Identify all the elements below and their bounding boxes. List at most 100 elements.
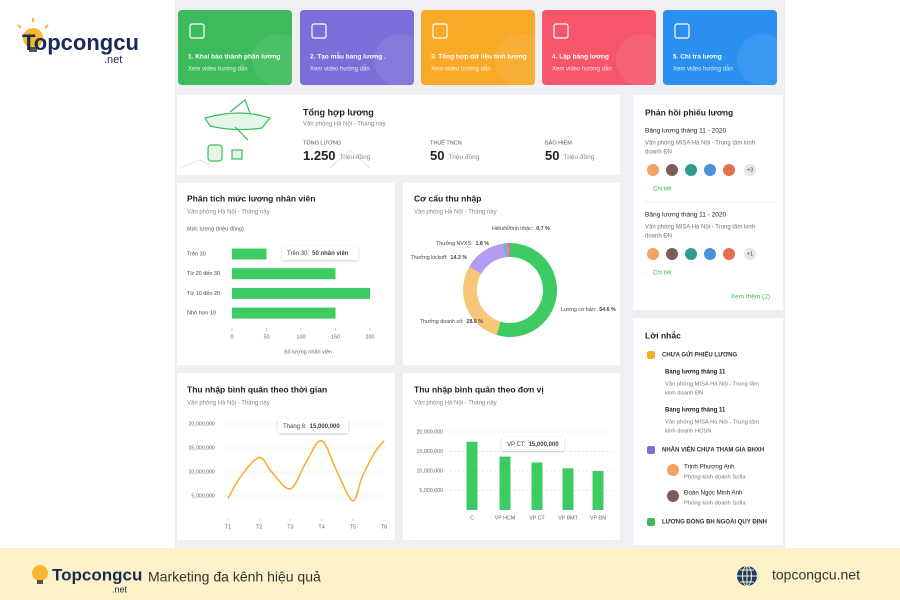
logo-icon [17, 18, 49, 52]
tooltip-box [278, 419, 348, 433]
card-title: 4. Lập bảng lương [552, 54, 609, 61]
x-tick-label: 150 [331, 334, 340, 340]
tooltip-label: Tháng 8: [283, 424, 307, 430]
bar [531, 462, 543, 510]
tooltip-box [502, 437, 564, 451]
metric-label: THUẾ TNCN [430, 139, 462, 146]
x-tick-label: T2 [256, 524, 262, 530]
card-title: 1. Khai báo thành phần lương [188, 52, 280, 61]
donut-slice [496, 243, 557, 337]
category-label: Trên 30 [187, 251, 206, 257]
slice-label: Thưởng kickoff: 14.3 % [411, 254, 468, 261]
slice-label-label: Thưởng NVXS: [436, 240, 472, 247]
x-tick-label: 50 [263, 334, 269, 340]
chart-title: Cơ cấu thu nhập [414, 193, 481, 203]
chart-title: Phân tích mức lương nhân viên [187, 193, 315, 203]
card-title: 5. Chi trả lương [673, 54, 722, 61]
detail-link[interactable]: Chi tiết [653, 271, 672, 277]
tooltip-value: 50 nhân viên [312, 251, 349, 257]
card-link: Xem video hướng dẫn [673, 66, 733, 73]
reminder-item-line: kinh doanh ĐN [665, 391, 703, 397]
summary-title: Tổng hợp lương [303, 107, 374, 117]
card-icon [189, 23, 205, 39]
slice-label-value: 28.6 % [467, 319, 484, 325]
card-link: Xem video hướng dẫn [188, 66, 248, 73]
category-label: Nhỏ hơn 10 [187, 310, 216, 317]
x-tick-label: VP BMT [558, 515, 578, 521]
card-icon [553, 23, 569, 39]
metric-unit: Triệu đồng [563, 152, 594, 161]
bar [232, 287, 370, 299]
tooltip-box [282, 246, 358, 260]
slice-label-value: 14.3 % [451, 255, 468, 261]
card [178, 10, 292, 85]
footer-site: topcongcu.net [772, 567, 860, 583]
card-icon [311, 23, 327, 39]
metric-unit: Triệu đồng [448, 152, 479, 161]
tooltip-value: 15,000,000 [529, 442, 560, 448]
slice-label: Thưởng NVXS: 1.8 % [436, 240, 489, 247]
category-label: Từ 10 đến 20 [187, 291, 220, 297]
reminder-item-title: Bảng lương tháng 11 [665, 408, 726, 414]
card-link: Xem video hướng dẫn [431, 66, 491, 73]
section-icon [647, 518, 655, 526]
metric-label: BẢO HIỂM [545, 139, 572, 146]
card-icon [432, 23, 448, 39]
plane-illustration [179, 99, 371, 169]
donut-slice [463, 266, 501, 336]
chart-title: Thu nhập bình quân theo thời gian [187, 384, 327, 394]
slice-label: Thưởng doanh số: 28.6 % [420, 318, 484, 325]
metric: 50 Triệu đồng [430, 148, 480, 163]
reminder-item-line: Văn phòng MISA Hà Nội - Trung tâm [665, 420, 759, 426]
tooltip-label: VP CT: [507, 442, 526, 448]
globe-icon [737, 565, 757, 587]
chart-title: Thu nhập bình quân theo đơn vị [414, 384, 544, 394]
y-tick-label: 20,000,000 [188, 421, 215, 427]
feedback-item-title: Bảng lương tháng 11 - 2020 [645, 212, 727, 219]
detail-link[interactable]: Chi tiết [653, 187, 672, 193]
reminder-item-line: Văn phòng MISA Hà Nội - Trung tâm [665, 382, 759, 388]
x-tick-label: T6 [381, 524, 387, 530]
time-panel [177, 373, 395, 540]
bar [562, 468, 574, 510]
card-title: 2. Tạo mẫu bảng lương . [310, 52, 386, 61]
person-name: Trịnh Phương Anh [684, 464, 735, 471]
card-deco [495, 34, 547, 86]
avatar [704, 248, 716, 260]
person-name: Đoàn Ngọc Minh Anh [684, 490, 743, 497]
footer-brand: Topcongcu [52, 565, 142, 584]
bar [232, 307, 336, 319]
x-tick-label: VP HCM [495, 515, 516, 521]
tooltip: VP CT: 15,000,000 [507, 442, 559, 448]
x-tick-label: T4 [318, 524, 324, 530]
reminder-item-title: Bảng lương tháng 11 [665, 370, 726, 376]
more-badge [744, 248, 756, 260]
chart-subtitle: Văn phòng Hà Nội - Tháng này [414, 401, 497, 407]
card-title: 3. Tổng hợp dữ liệu tính lương [431, 53, 527, 61]
y-tick-label: 5,000,000 [191, 493, 215, 499]
x-tick-label: T1 [225, 524, 231, 530]
metric-unit: Triệu đồng [340, 152, 371, 161]
tooltip-label: Trên 30: [287, 251, 309, 257]
unit-panel [403, 373, 620, 540]
metric-value: 1.250 [303, 148, 336, 163]
section-heading: LƯƠNG ĐÓNG BH NGOÀI QUY ĐỊNH [662, 518, 767, 526]
section-heading: NHÂN VIÊN CHƯA THAM GIA BHXH [662, 446, 764, 454]
footer-suffix: .net [112, 584, 128, 594]
x-tick-label: T5 [350, 524, 356, 530]
metric: 50 Triệu đồng [545, 148, 595, 163]
donut-slice [469, 243, 505, 274]
tooltip: Tháng 8: 15,000,000 [283, 424, 340, 430]
more-count: +3 [747, 167, 753, 173]
slice-label-label: Hiếu/hỉ/tình nhặc: [492, 225, 533, 232]
card [542, 10, 656, 85]
card-deco [616, 34, 668, 86]
y-tick-label: 15,000,000 [188, 445, 215, 451]
see-more-link[interactable]: Xem thêm (2) [731, 294, 770, 301]
x-axis-label: Số lượng nhân viên [284, 349, 332, 355]
reminder-panel [633, 318, 783, 545]
metric-value: 50 [545, 148, 559, 163]
card [300, 10, 414, 85]
axis-title: Mức lương (triệu đồng) [187, 226, 244, 232]
